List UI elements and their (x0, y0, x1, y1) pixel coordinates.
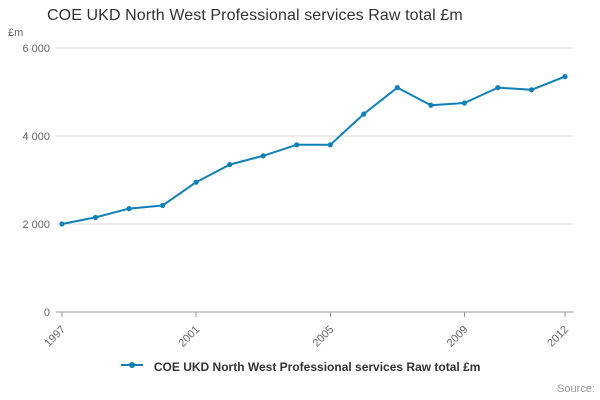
source-label: Source: (557, 383, 595, 395)
data-point (126, 206, 132, 212)
series-line (61, 75, 566, 225)
x-tick-label: 2009 (445, 324, 471, 350)
x-tick-label: 2012 (545, 324, 571, 350)
legend-label: COE UKD North West Professional services… (153, 359, 481, 374)
data-point (160, 202, 166, 209)
data-point (428, 102, 434, 108)
x-tick-label: 1997 (42, 324, 68, 350)
data-point (327, 142, 333, 148)
data-point (528, 87, 535, 93)
data-point (227, 162, 233, 168)
data-point (294, 142, 300, 148)
line-chart: 0 2 000 4 000 6 000 1997 2001 2005 2009 2012 (22, 43, 573, 350)
data-point (59, 221, 65, 227)
x-tick-label: 2001 (176, 324, 202, 350)
legend-line-marker (120, 359, 144, 374)
data-point (562, 74, 568, 80)
data-point (260, 153, 266, 159)
legend-item[interactable]: COE UKD North West Professional services… (0, 359, 600, 374)
y-tick-label: 2 000 (22, 219, 50, 231)
y-tick-label: 6 000 (22, 43, 50, 55)
x-tick-label: 2005 (311, 324, 337, 350)
y-tick-label: 4 000 (22, 131, 50, 143)
y-axis-unit-label: £m (8, 27, 24, 39)
data-point (495, 85, 501, 91)
data-point (193, 179, 199, 185)
data-point (361, 111, 367, 117)
chart-title: COE UKD North West Professional services… (47, 7, 463, 24)
data-point (92, 214, 99, 220)
data-point (461, 100, 467, 106)
y-tick-label: 0 (44, 307, 50, 319)
data-point (394, 85, 400, 91)
